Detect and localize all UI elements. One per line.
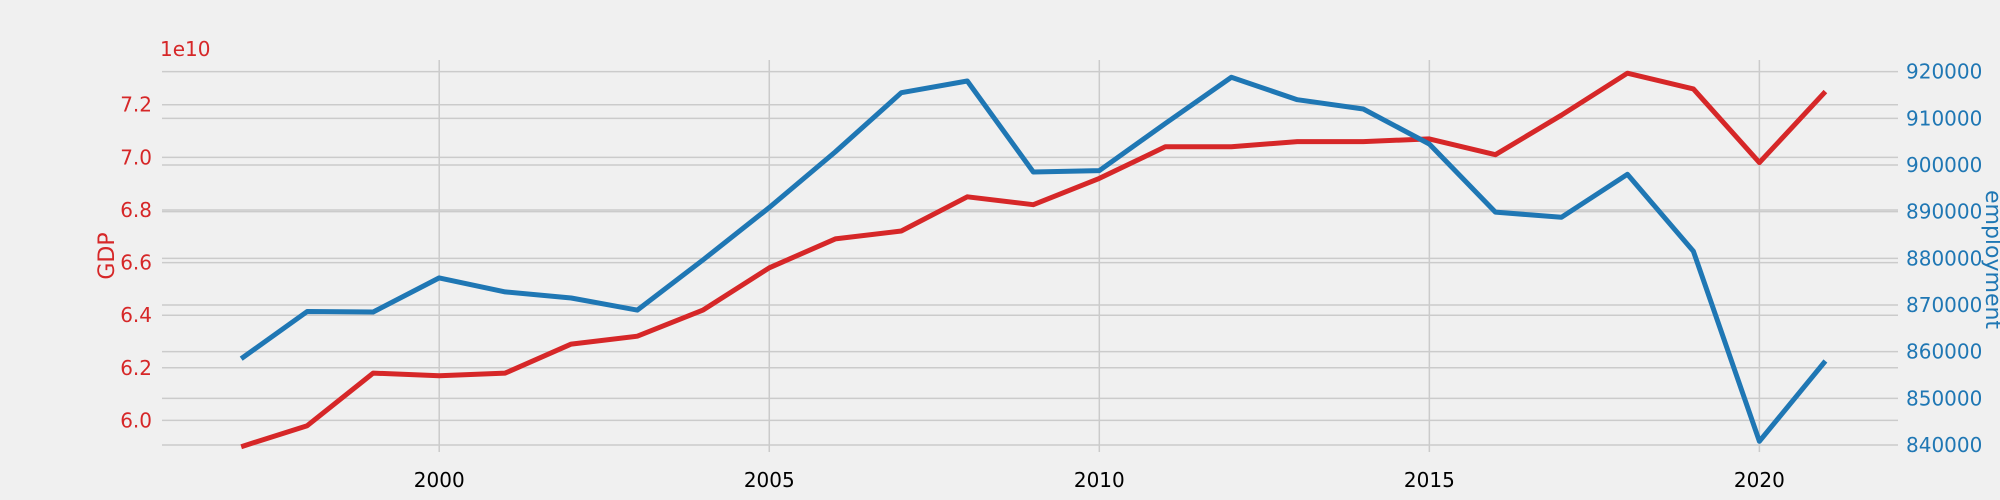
right-y-axis-ticks: 840000 850000 860000 870000 880000 890000 9000…	[1906, 60, 1982, 457]
left-axis-offset-label: 1e10	[160, 37, 210, 61]
x-tick-label: 2020	[1734, 468, 1785, 492]
left-y-tick-label: 6.0	[120, 408, 152, 432]
right-y-tick-label: 910000	[1906, 106, 1982, 130]
right-y-tick-label: 890000	[1906, 200, 1982, 224]
x-axis-ticks: 2000 2005 2010 2015 2020	[414, 468, 1785, 492]
x-tick-label: 2010	[1074, 468, 1125, 492]
left-y-tick-label: 6.2	[120, 356, 152, 380]
series-layer	[239, 70, 1828, 450]
left-y-tick-label: 7.0	[120, 145, 152, 169]
right-y-tick-label: 900000	[1906, 153, 1982, 177]
x-tick-label: 2000	[414, 468, 465, 492]
grid-lines	[162, 60, 1898, 452]
employment-series-line	[239, 74, 1828, 444]
right-y-axis-label: employment	[1980, 190, 2000, 329]
x-tick-label: 2015	[1404, 468, 1455, 492]
right-y-tick-label: 880000	[1906, 246, 1982, 270]
left-y-axis-ticks: 6.0 6.2 6.4 6.6 6.8 7.0 7.2	[120, 93, 152, 433]
gdp-series-line	[240, 70, 1828, 450]
left-y-tick-label: 6.6	[120, 251, 152, 275]
x-tick-label: 2005	[744, 468, 795, 492]
right-y-tick-label: 860000	[1906, 340, 1982, 364]
left-y-tick-label: 6.8	[120, 198, 152, 222]
left-y-tick-label: 7.2	[120, 93, 152, 117]
right-y-tick-label: 920000	[1906, 60, 1982, 84]
right-y-tick-label: 870000	[1906, 293, 1982, 317]
left-y-axis-label: GDP	[95, 232, 120, 279]
left-y-tick-label: 6.4	[120, 303, 152, 327]
right-y-tick-label: 840000	[1906, 433, 1982, 457]
right-y-tick-label: 850000	[1906, 386, 1982, 410]
